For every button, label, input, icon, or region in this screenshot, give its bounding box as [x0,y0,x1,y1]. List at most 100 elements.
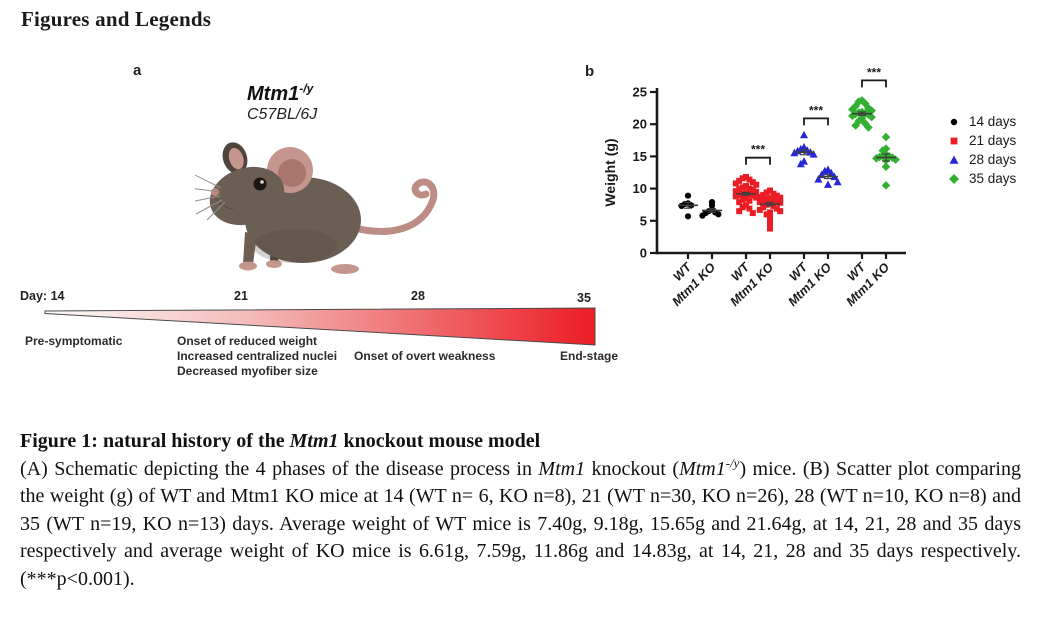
mouse-whiskers [195,174,226,221]
mouse-tail [343,178,438,235]
mouse-illustration [195,142,438,274]
y-tick-label: 20 [633,117,647,132]
data-point [851,101,860,111]
phase-text: Onset of reduced weight [177,334,318,348]
mouse-near-foot [239,261,257,271]
data-point [767,187,773,194]
data-point [736,186,743,193]
data-point [763,211,770,218]
phase-text: Onset of overt weakness [354,349,496,363]
phase-presymptomatic: Pre-symptomatic [25,334,122,349]
data-point [881,181,891,190]
caption-title: Figure 1: natural history of the Mtm1 kn… [20,428,1021,456]
data-point [809,150,818,158]
data-point [770,196,777,203]
significance-bracket [745,156,771,165]
legend-item-14-days: 14 days [948,112,1016,131]
legend-triangle-icon [949,155,959,164]
data-point [767,209,773,216]
caption-title-text: Figure 1: natural history of the [20,430,290,452]
data-point [773,205,780,212]
mouse-ear-far-inner [228,147,244,170]
y-tick-label: 0 [640,246,647,261]
data-point [773,198,780,205]
data-point [732,193,739,200]
data-point [881,162,891,172]
mouse-ear-near-inner [278,159,306,187]
data-point [767,220,773,227]
data-point [867,112,876,122]
mouse-belly-shade [253,229,337,263]
data-point [796,159,805,168]
data-point [736,192,743,199]
data-point [763,195,770,202]
data-point [773,192,780,199]
panel-b-label: b [585,63,595,80]
data-point [760,197,767,204]
caption-gene: Mtm1 [538,457,586,480]
data-point [770,190,777,197]
data-point [699,212,706,219]
legend-label: 35 days [969,171,1017,186]
significance-stars: *** [751,143,765,157]
data-point [760,192,767,199]
data-point [684,192,692,199]
legend-label: 14 days [969,114,1017,129]
y-tick-label: 25 [633,85,647,100]
data-point [756,206,763,213]
caption-text: (A) Schematic depicting the 4 phases of … [20,457,539,480]
phase-end-stage: End-stage [560,349,618,364]
data-point [739,196,746,203]
data-point [753,194,760,201]
data-point [814,175,823,183]
chart-legend: 14 days 21 days 28 days 35 days [948,112,1016,188]
timeline-day-35: 35 [577,291,591,305]
legend-label: 28 days [969,152,1017,167]
phase-text: Pre-symptomatic [25,334,123,348]
phase-overt-weakness: Onset of overt weakness [354,349,495,364]
legend-item-21-days: 21 days [948,131,1016,150]
data-point [749,179,756,186]
caption-body: (A) Schematic depicting the 4 phases of … [20,456,1021,594]
data-point [749,186,756,193]
data-point [739,184,746,191]
data-point [824,180,832,188]
data-point [753,181,760,188]
y-axis-title: Weight (g) [602,138,618,206]
data-point [746,185,753,192]
data-point [743,174,749,181]
genotype-superscript: -/y [299,81,314,96]
severity-gradient-wedge [44,307,596,346]
strain-name: C57BL/6J [247,106,318,123]
phase-text: Decreased myofiber size [177,364,318,378]
legend-item-35-days: 35 days [948,169,1016,188]
data-point [800,130,808,139]
data-point [732,180,739,187]
data-point [777,194,784,201]
caption-gene-superscript: -/y [725,454,740,470]
data-point [767,225,773,232]
mouse-hind-foot [331,264,359,274]
data-point [749,210,756,217]
data-point [736,199,743,206]
data-point [736,177,743,184]
legend-item-28-days: 28 days [948,150,1016,169]
genotype-symbol: Mtm1 [247,83,300,105]
caption-gene: Mtm1 [679,457,726,480]
caption-title-gene: Mtm1 [289,430,339,452]
mouse-far-foot [266,260,282,268]
mouse-mouth [214,197,234,210]
legend-label: 21 days [969,133,1017,148]
data-point [684,213,692,220]
phase-onset: Onset of reduced weight Increased centra… [177,334,337,379]
data-point [736,208,743,215]
y-tick-label: 15 [633,149,647,164]
data-point [777,208,784,215]
figure-caption: Figure 1: natural history of the Mtm1 kn… [20,428,1021,593]
significance-bracket [861,79,887,88]
legend-circle-icon [950,118,958,125]
data-point [746,205,753,212]
significance-stars: *** [867,65,881,79]
mouse-eye-highlight [260,180,264,184]
